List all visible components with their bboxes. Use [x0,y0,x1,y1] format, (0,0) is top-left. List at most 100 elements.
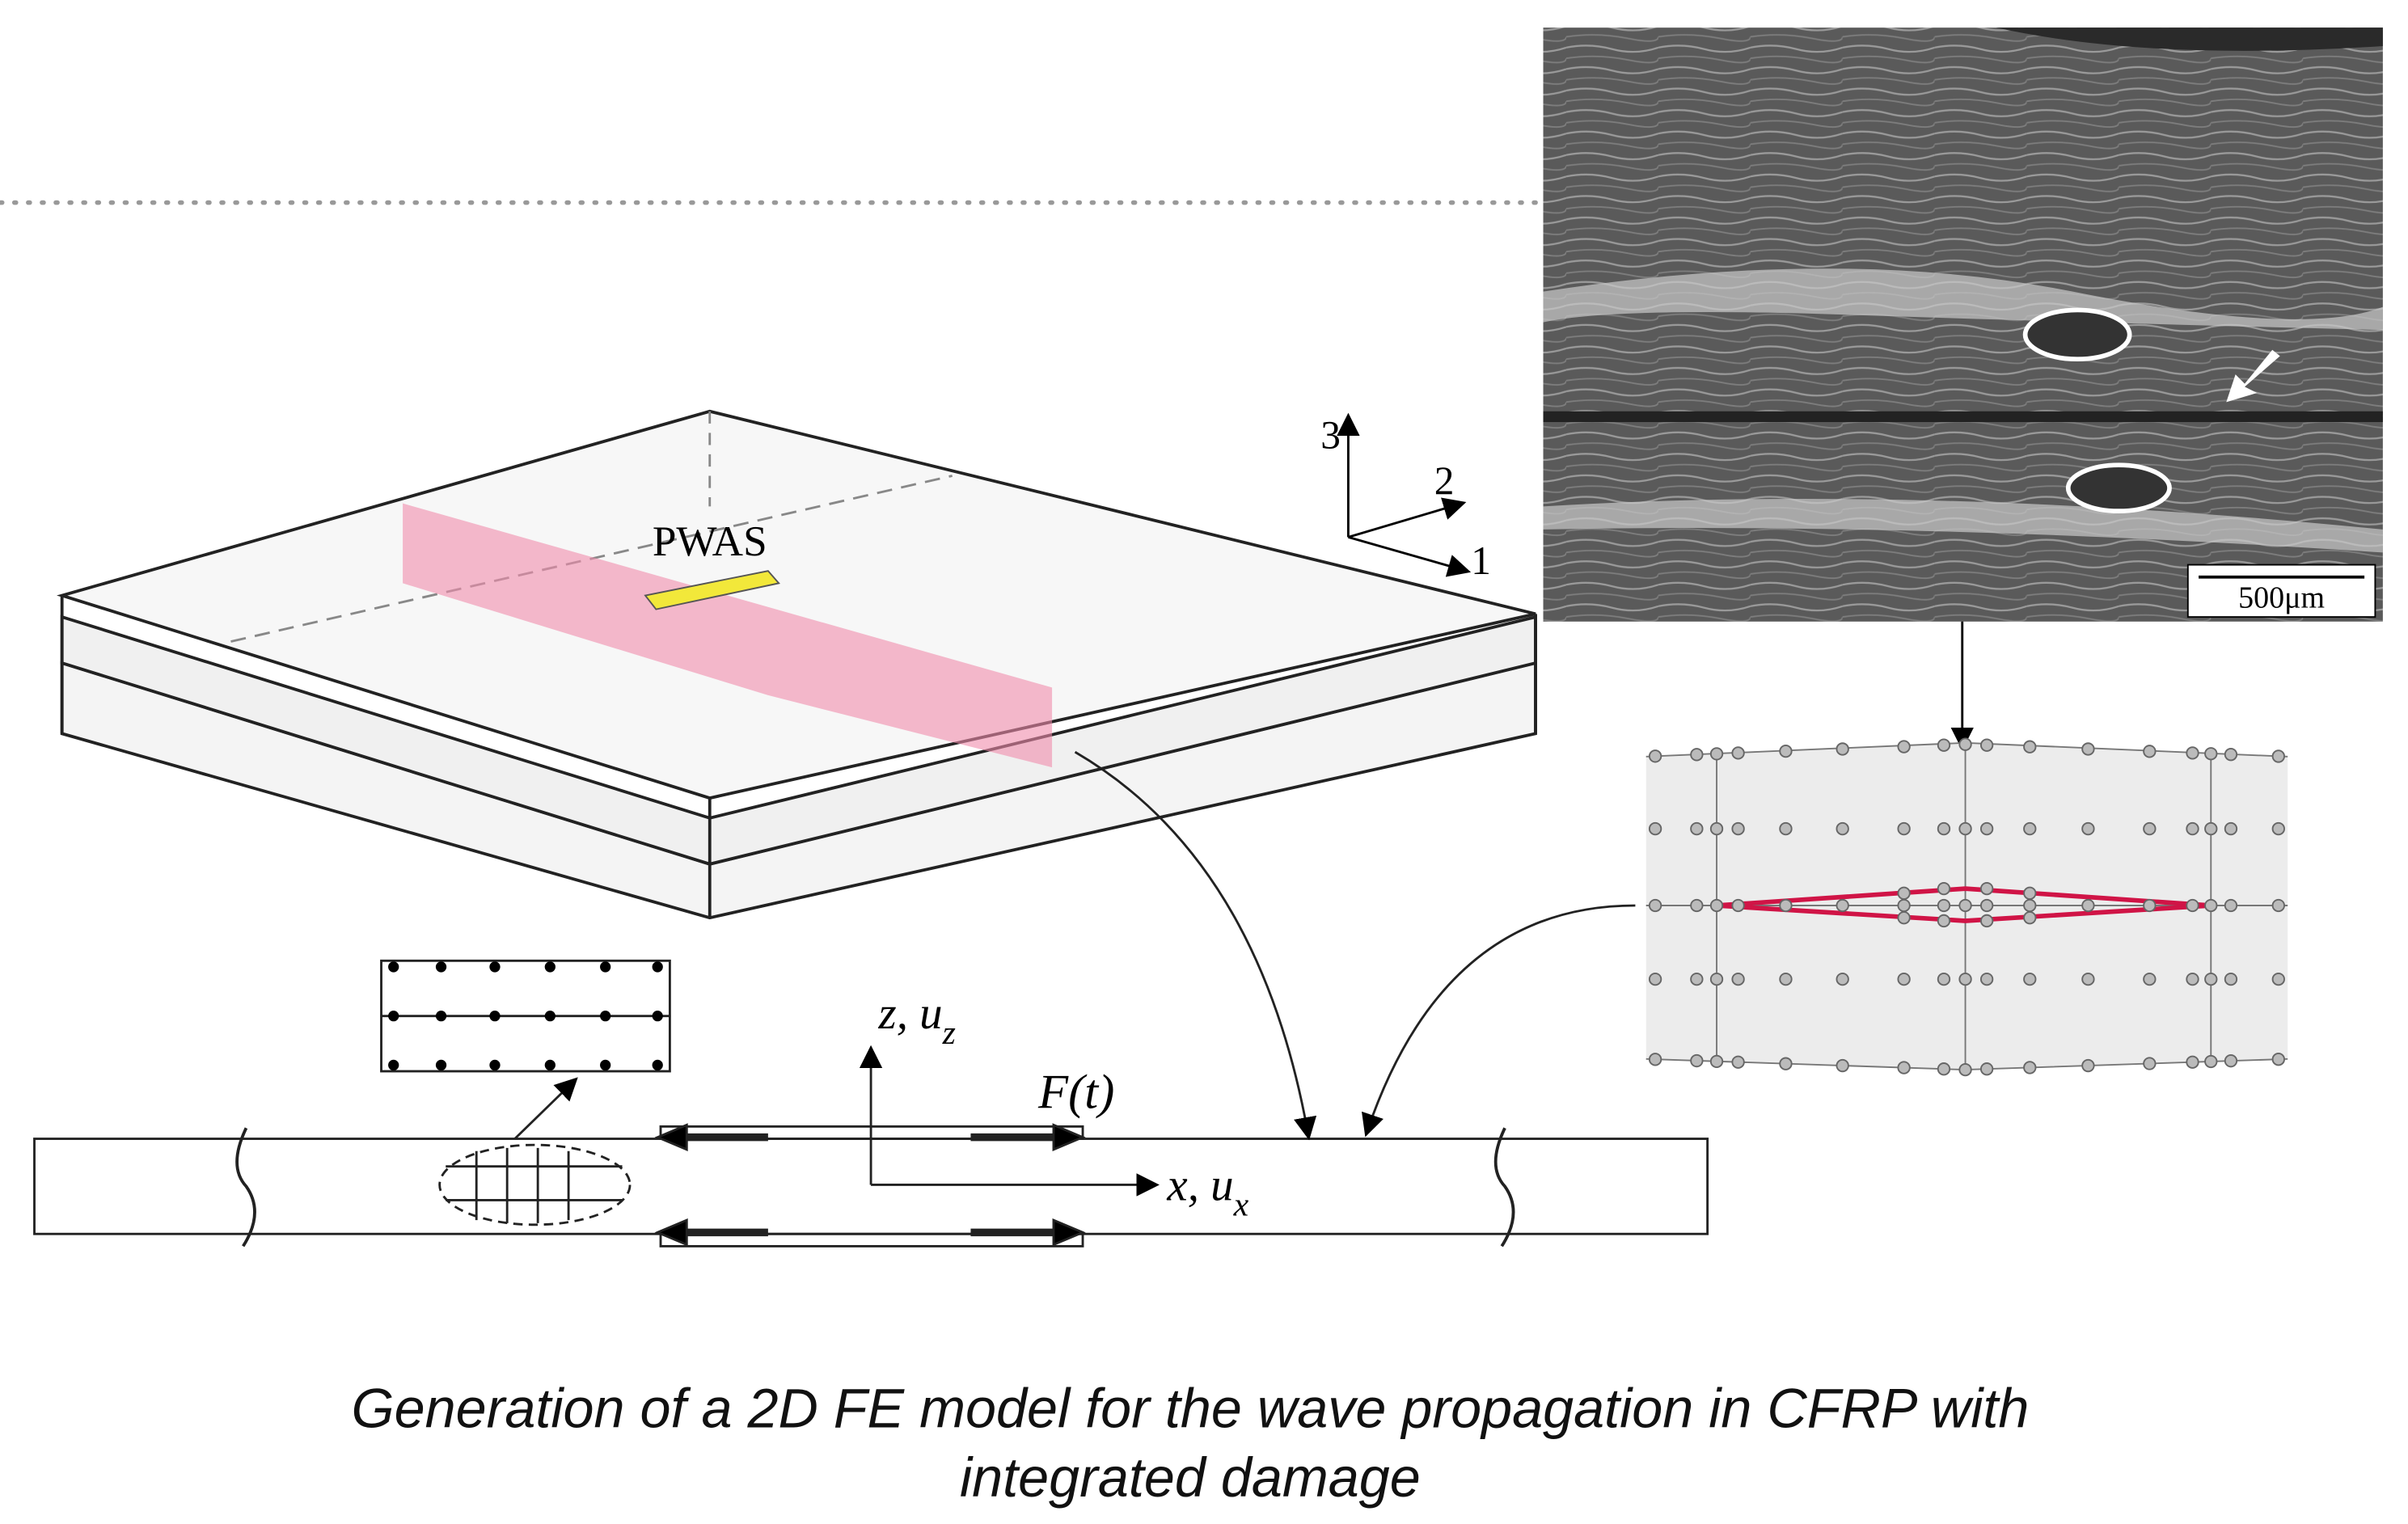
element-nodes [388,961,663,1071]
node [1937,738,1951,752]
node [2143,898,2157,913]
node [2081,1058,2095,1073]
node [2023,898,2037,913]
node [1709,972,1724,986]
node [2224,748,2238,762]
node [1979,1062,1994,1076]
node [1709,821,1724,836]
node [1937,1062,1951,1076]
node [1979,914,1994,928]
node [2204,898,2218,913]
node [1779,744,1793,758]
node [1937,914,1951,928]
node [2271,1053,2285,1066]
node [388,1059,399,1071]
node [2023,1061,2037,1074]
node [1690,821,1704,836]
node [2271,972,2285,986]
node [1897,898,1911,913]
node [1897,821,1911,836]
node [489,1011,501,1022]
node [652,1059,663,1071]
node [2081,821,2095,836]
damage-mesh [1645,737,2288,1077]
node [1958,972,1972,986]
node [2224,972,2238,986]
node [435,1059,447,1071]
force-label: F(t) [1037,1066,1114,1120]
z-axis-label: z, uz [878,988,956,1052]
node [2224,821,2238,836]
node [1709,1054,1724,1069]
axis-3: 3 [1320,412,1341,457]
z-sub: z [942,1015,956,1052]
node [1979,821,1994,836]
caption-line: Generation of a 2D FE model for the wave… [351,1378,2029,1439]
node [1897,911,1911,925]
node [489,1059,501,1071]
node [2023,972,2037,986]
node [1937,881,1951,896]
node [2143,745,2157,758]
node [2204,972,2218,986]
node [1779,821,1793,836]
node [1958,737,1972,751]
z-label: z, u [878,988,943,1039]
node [1779,1057,1793,1070]
node [652,1011,663,1022]
section-plane [403,503,1053,768]
node [1979,881,1994,896]
node [2204,747,2218,761]
node [1648,972,1662,986]
node [1779,898,1793,913]
node [1958,898,1972,913]
node [1731,821,1745,836]
node [1937,972,1951,986]
node [2186,746,2199,760]
node [2186,972,2199,986]
node [544,1059,556,1071]
node [2204,821,2218,836]
node [2023,886,2037,900]
node [544,961,556,973]
node [2023,740,2037,754]
node [2186,1055,2199,1069]
node [1958,1062,1972,1077]
node [2143,1057,2157,1070]
node [1937,898,1951,913]
node [2023,821,2037,836]
axis-triad [1337,412,1472,577]
node [1897,972,1911,986]
node [1709,898,1724,913]
node [489,961,501,973]
node [2204,1054,2218,1069]
micrograph [1543,27,2383,622]
scale-bar-label: 500μm [2238,581,2325,615]
node [1690,748,1704,762]
axis-1: 1 [1471,538,1491,583]
node [2271,821,2285,836]
node [1979,972,1994,986]
node [1958,821,1972,836]
node [1690,898,1704,913]
node [388,1011,399,1022]
node [1836,1058,1849,1073]
node [1709,747,1724,761]
node [2224,898,2238,913]
caption-line: integrated damage [960,1447,1421,1509]
node [1690,1053,1704,1068]
node [1779,972,1793,986]
node [600,1011,611,1022]
node [2186,898,2199,913]
node [2186,821,2199,836]
node [1937,821,1951,836]
node [1836,742,1849,756]
node [1648,898,1662,913]
node [2081,742,2095,756]
pwas-label: PWAS [653,518,767,565]
node [2224,1053,2238,1068]
node [1897,886,1911,900]
x-sub: x [1233,1186,1249,1223]
node [1979,898,1994,913]
